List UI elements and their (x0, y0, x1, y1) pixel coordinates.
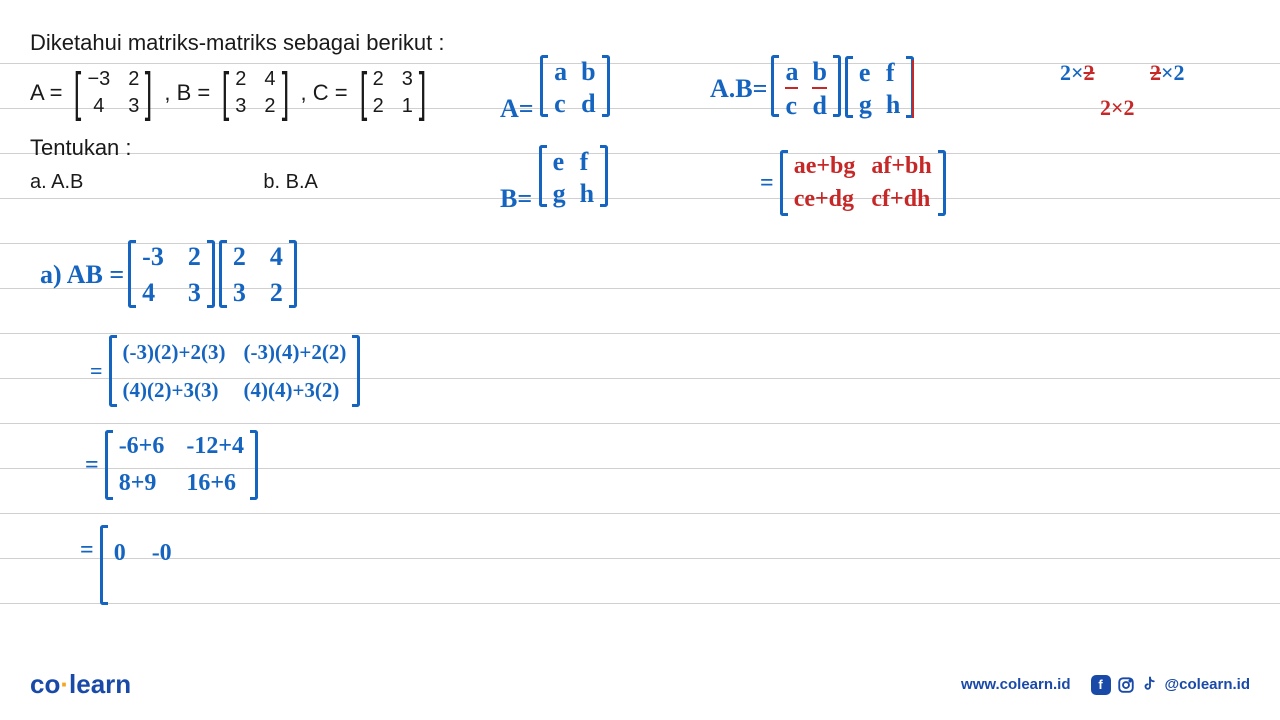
footer-handle: @colearn.id (1165, 676, 1250, 693)
A-label: A = (30, 80, 62, 106)
work-step4: = 0-0 (80, 525, 178, 605)
footer: co·learn www.colearn.id f @colearn.id (0, 669, 1280, 700)
B-label: , B = (164, 80, 210, 106)
footer-right: www.colearn.id f @colearn.id (961, 675, 1250, 695)
content-area: Diketahui matriks-matriks sebagai beriku… (0, 0, 1280, 194)
tiktok-icon (1141, 676, 1159, 694)
matrix-definitions: A = [ −32 43 ] , B = [ 24 32 ] , C = [ 2… (30, 66, 1250, 120)
problem-title: Diketahui matriks-matriks sebagai beriku… (30, 30, 1250, 56)
instagram-icon (1117, 676, 1135, 694)
question-a: a. A.B (30, 171, 83, 194)
matrix-A: [ −32 43 ] (70, 66, 156, 120)
footer-url: www.colearn.id (961, 676, 1070, 693)
C-label: , C = (301, 80, 348, 106)
matrix-B: [ 24 32 ] (218, 66, 292, 120)
logo-dot-icon: · (60, 669, 69, 699)
facebook-icon: f (1091, 675, 1111, 695)
tentukan-label: Tentukan : (30, 135, 1250, 161)
social-icons: f @colearn.id (1091, 675, 1250, 695)
logo: co·learn (30, 669, 131, 700)
work-step2: = (-3)(2)+2(3)(-3)(4)+2(2) (4)(2)+3(3)(4… (90, 335, 360, 407)
question-b: b. B.A (263, 171, 317, 194)
work-step1: a) AB = -32 43 24 32 (40, 240, 297, 310)
matrix-C: [ 23 21 ] (356, 66, 430, 120)
work-step3: = -6+6-12+4 8+916+6 (85, 430, 258, 500)
sub-questions: a. A.B b. B.A (30, 171, 1250, 194)
